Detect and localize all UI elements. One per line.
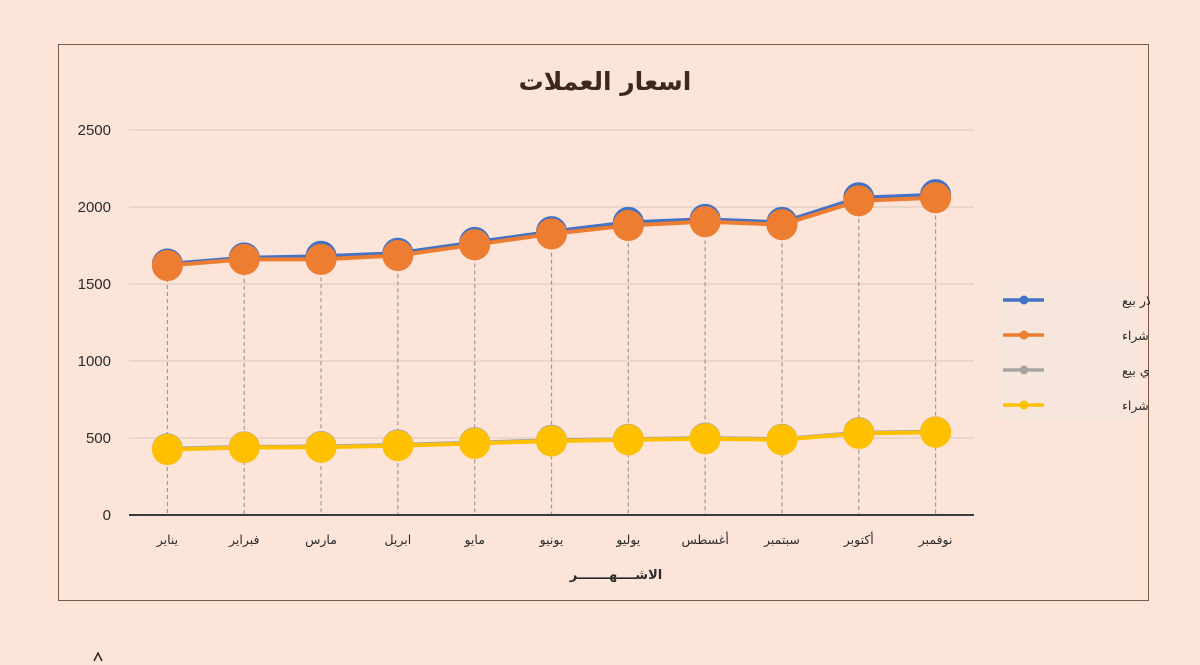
data-point [920,416,952,448]
x-tick-label: يناير [156,532,179,548]
x-axis-title: الاشــــهـــــــر [569,568,662,583]
y-tick-label: 1000 [78,353,111,370]
x-tick-label: نوفمبر [918,532,953,548]
drop-lines [166,194,937,515]
data-point [459,229,491,261]
legend: دولار بيع دولار شراء سعودي بيع سعودي شراء [996,281,1150,421]
legend-background [996,281,1138,421]
data-point [536,218,567,250]
data-point [151,250,183,282]
data-point [612,209,644,241]
y-tick-label: 500 [86,430,111,447]
x-tick-label: مارس [305,532,337,548]
legend-marker [1019,400,1029,410]
data-point [382,430,414,462]
data-point [843,417,875,449]
data-point [766,209,798,241]
legend-label: دولار بيع [1122,293,1150,309]
page-number-mark [93,652,103,662]
legend-label: سعودي شراء [1122,398,1150,414]
x-tick-label: مايو [463,532,484,548]
data-point [689,423,721,455]
data-point [382,240,414,272]
data-point [536,425,567,457]
data-point [305,243,337,275]
y-tick-label: 0 [103,507,111,524]
legend-marker [1019,365,1029,375]
chart-svg: 0 500 1000 1500 2000 2500 يناير فبراير مارس ابريل… [78,67,1150,583]
legend-marker [1019,330,1029,340]
y-tick-label: 1500 [78,276,111,293]
y-tick-label: 2000 [78,199,111,216]
axis-layer: 0 500 1000 1500 2000 2500 يناير فبراير مارس ابريل… [78,122,974,548]
x-tick-label: سبتمبر [763,532,800,548]
legend-label: سعودي بيع [1122,363,1150,379]
data-point [228,243,260,275]
series-4 [151,416,952,466]
x-tick-label: ابريل [384,532,411,548]
data-point [151,434,183,466]
legend-marker [1019,295,1029,305]
data-point [305,431,337,463]
x-tick-label: أكتوبر [843,531,874,548]
x-tick-label: يوليو [615,532,640,548]
legend-label: دولار شراء [1122,328,1150,344]
data-point [843,185,875,217]
series-layer [151,179,952,466]
x-tick-label: فبراير [228,532,260,548]
chart-title: اسعار العملات [519,67,692,96]
data-point [228,432,260,464]
data-point [459,427,491,459]
data-point [689,206,721,238]
x-tick-label: يونيو [539,532,564,548]
y-tick-label: 2500 [78,122,111,139]
data-point [612,424,644,456]
chart-frame: 0 500 1000 1500 2000 2500 يناير فبراير مارس ابريل… [58,44,1150,601]
data-point [766,424,798,456]
series-2 [151,182,952,282]
data-point [920,182,952,214]
x-tick-label: أغسطس [681,531,728,548]
